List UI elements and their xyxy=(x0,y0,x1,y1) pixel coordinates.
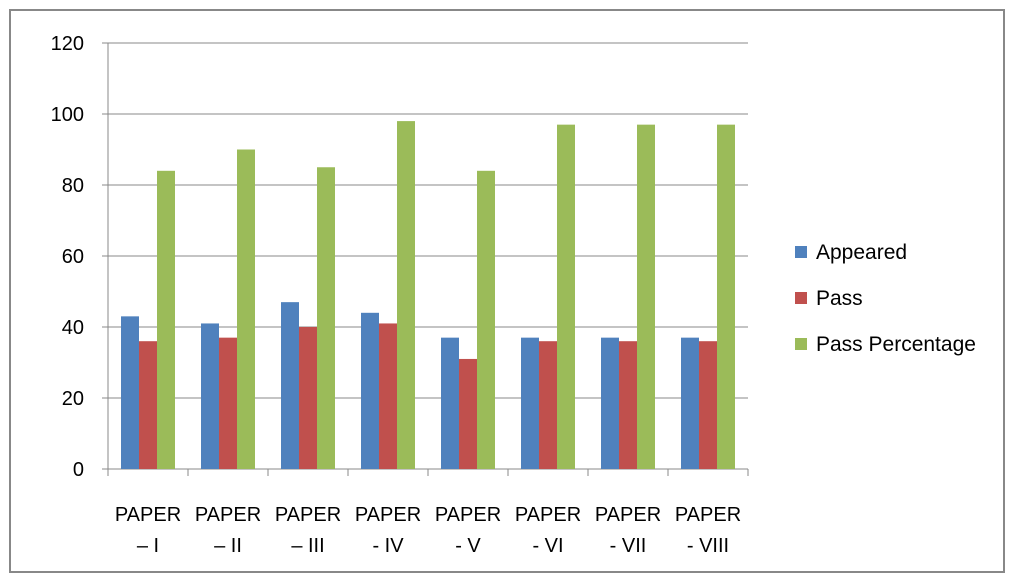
x-tick-label: PAPER xyxy=(515,504,581,526)
y-tick-label: 120 xyxy=(51,33,84,55)
legend-label-pass-percentage: Pass Percentage xyxy=(816,333,976,356)
x-tick-label: – I xyxy=(137,535,159,557)
bar-appeared xyxy=(121,316,139,469)
legend-swatch-pass xyxy=(795,292,807,304)
bar-pass-percentage xyxy=(317,167,335,469)
bar-pass xyxy=(619,341,637,469)
bar-pass-percentage xyxy=(717,124,735,470)
x-tick-label: PAPER xyxy=(195,504,261,526)
x-tick-label: PAPER xyxy=(595,504,661,526)
bar-pass xyxy=(699,341,717,469)
legend-swatch-appeared xyxy=(795,246,807,258)
bar-pass xyxy=(379,323,397,469)
bar-appeared xyxy=(281,302,299,469)
bar-appeared xyxy=(601,337,619,469)
x-tick-label: PAPER xyxy=(355,504,421,526)
bar-pass xyxy=(459,358,477,469)
legend-label-pass: Pass xyxy=(816,287,863,310)
bar-pass-percentage xyxy=(237,149,255,469)
x-tick-label: PAPER xyxy=(675,504,741,526)
bar-pass xyxy=(219,337,237,469)
bar-appeared xyxy=(681,337,699,469)
x-tick-label: PAPER xyxy=(275,504,341,526)
legend-label-appeared: Appeared xyxy=(816,241,907,264)
x-tick-label: – III xyxy=(291,535,324,557)
x-tick-label: PAPER xyxy=(435,504,501,526)
y-tick-label: 60 xyxy=(62,246,84,268)
y-tick-label: 40 xyxy=(62,317,84,339)
x-tick-label: PAPER xyxy=(115,504,181,526)
bar-appeared xyxy=(201,323,219,469)
bar-pass-percentage xyxy=(157,170,175,470)
x-tick-label: - VI xyxy=(532,535,563,557)
bar-appeared xyxy=(361,312,379,469)
x-tick-label: - V xyxy=(455,535,481,557)
y-tick-label: 0 xyxy=(73,459,84,481)
bar-pass-percentage xyxy=(397,121,415,469)
y-tick-label: 100 xyxy=(51,104,84,126)
bar-pass-percentage xyxy=(477,170,495,470)
bar-appeared xyxy=(441,337,459,469)
bar-appeared xyxy=(521,337,539,469)
bar-pass-percentage xyxy=(557,124,575,470)
x-tick-label: - IV xyxy=(372,535,404,557)
bar-pass xyxy=(539,341,557,469)
x-tick-label: - VII xyxy=(610,535,647,557)
bar-pass-percentage xyxy=(637,124,655,470)
y-tick-label: 80 xyxy=(62,175,84,197)
legend-swatch-pass-percentage xyxy=(795,338,807,350)
x-tick-label: – II xyxy=(214,535,242,557)
bar-pass xyxy=(139,341,157,469)
bar-pass xyxy=(299,327,317,469)
x-tick-label: - VIII xyxy=(687,535,729,557)
y-tick-label: 20 xyxy=(62,388,84,410)
